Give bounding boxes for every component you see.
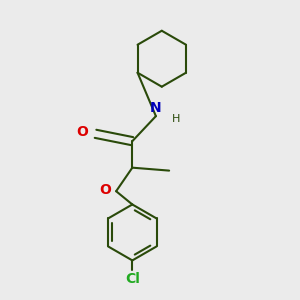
Text: Cl: Cl [125,272,140,286]
Text: O: O [99,183,111,197]
Text: H: H [172,114,181,124]
Text: O: O [76,125,88,139]
Text: N: N [150,101,162,115]
